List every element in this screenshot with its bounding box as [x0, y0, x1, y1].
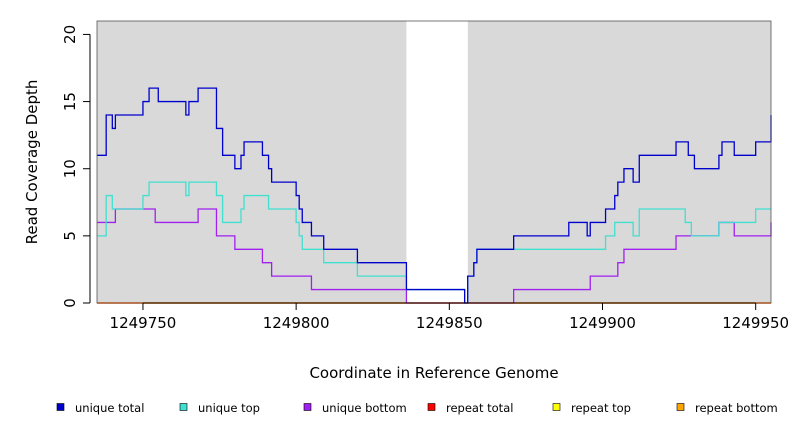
x-axis-label: Coordinate in Reference Genome: [309, 364, 558, 382]
legend-label: repeat bottom: [695, 401, 778, 415]
series-line-unique-total: [97, 87, 772, 304]
legend-item-unique-bottom: unique bottom: [303, 401, 407, 415]
legend-swatch: [303, 403, 312, 411]
y-tick-label: 20: [61, 25, 79, 44]
legend-label: repeat top: [571, 401, 631, 415]
x-tick-label: 1249900: [569, 314, 636, 332]
legend-swatch: [56, 403, 65, 411]
legend-item-unique-total: unique total: [56, 401, 144, 415]
y-axis: 0 5 10 15 20: [61, 25, 91, 308]
legend-label: unique total: [75, 401, 144, 415]
legend-item-repeat-total: repeat total: [427, 401, 513, 415]
legend-item-unique-top: unique top: [179, 401, 260, 415]
legend-swatch: [427, 403, 436, 411]
series-line-unique-top: [97, 181, 771, 304]
y-tick-label: 5: [61, 231, 79, 241]
legend-swatch: [552, 403, 561, 411]
plot-gap-region: [406, 21, 468, 303]
legend-label: unique top: [198, 401, 260, 415]
x-tick-label: 1249850: [416, 314, 483, 332]
x-axis: 1249750 1249800 1249850 1249900 1249950: [110, 302, 789, 332]
legend-label: unique bottom: [322, 401, 407, 415]
y-tick-label: 15: [61, 92, 79, 111]
x-tick-label: 1249800: [263, 314, 330, 332]
y-axis-label: Read Coverage Depth: [23, 80, 41, 245]
legend-label: repeat total: [446, 401, 513, 415]
legend: unique total unique top unique bottom repea…: [56, 401, 778, 415]
x-tick-label: 1249750: [110, 314, 177, 332]
legend-swatch: [676, 403, 685, 411]
x-tick-label: 1249950: [722, 314, 789, 332]
plot-background-right: [467, 21, 771, 303]
legend-item-repeat-top: repeat top: [552, 401, 631, 415]
plot-background-left: [97, 21, 407, 303]
legend-swatch: [179, 403, 188, 411]
y-tick-label: 0: [61, 298, 79, 308]
y-tick-label: 10: [61, 159, 79, 178]
legend-item-repeat-bottom: repeat bottom: [676, 401, 778, 415]
